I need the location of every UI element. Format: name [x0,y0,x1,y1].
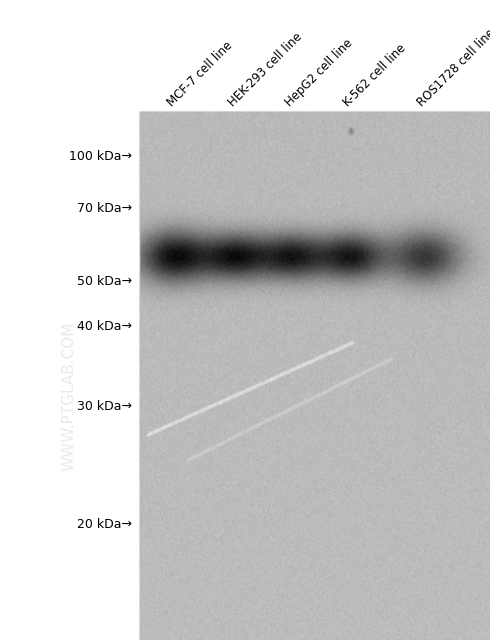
Text: 100 kDa→: 100 kDa→ [69,150,132,163]
Text: HepG2 cell line: HepG2 cell line [282,36,355,109]
Bar [0,0,490,112]
Text: 20 kDa→: 20 kDa→ [77,518,132,531]
Text: ROS1728 cell line: ROS1728 cell line [415,26,490,109]
Text: WWW.PTGLAB.COM: WWW.PTGLAB.COM [61,322,76,472]
Text: MCF-7 cell line: MCF-7 cell line [165,38,235,109]
Bar [0,112,140,640]
Text: K-562 cell line: K-562 cell line [341,41,409,109]
Text: 70 kDa→: 70 kDa→ [77,202,132,214]
Text: 30 kDa→: 30 kDa→ [77,400,132,413]
Text: 40 kDa→: 40 kDa→ [77,320,132,333]
Text: 50 kDa→: 50 kDa→ [77,275,132,288]
Text: HEK-293 cell line: HEK-293 cell line [226,30,305,109]
